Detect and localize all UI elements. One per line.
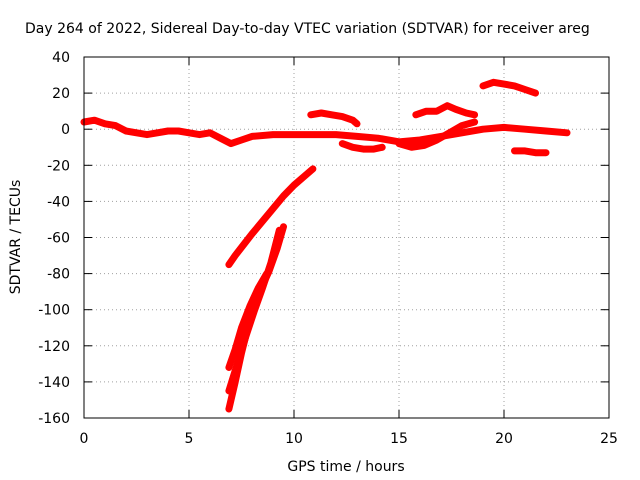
plot-frame: [83, 56, 610, 419]
x-tick-label: 10: [285, 431, 303, 447]
x-tick-label: 25: [600, 431, 618, 447]
y-tick-label: -60: [47, 231, 70, 247]
series-arc-16-18: [412, 102, 479, 119]
y-tick-label: -100: [38, 303, 70, 319]
y-tick-label: -120: [38, 339, 70, 355]
series-steep-c: [225, 270, 271, 371]
y-tick-label: 40: [52, 50, 70, 66]
x-tick-label: 5: [185, 431, 194, 447]
series-arc-20-22: [511, 147, 550, 157]
y-tick-label: -20: [47, 158, 70, 174]
chart-title: Day 264 of 2022, Sidereal Day-to-day VTE…: [25, 21, 590, 37]
y-tick-label: -80: [47, 267, 70, 283]
y-axis-label: SDTVAR / TECUs: [8, 180, 24, 295]
x-tick-label: 15: [390, 431, 408, 447]
y-tick-label: 0: [61, 122, 70, 138]
axis-ticks: 0 5 10 15 20 25 40 20 0 -20 -40 -60 -80 -100 -120 -140 -…: [38, 50, 618, 447]
series-arc-15-19: [395, 118, 479, 151]
x-axis-label: GPS time / hours: [287, 459, 404, 475]
data-series: [80, 78, 571, 413]
x-tick-label: 20: [495, 431, 513, 447]
y-tick-label: -140: [38, 375, 70, 391]
x-tick-label: 0: [80, 431, 89, 447]
y-tick-label: -160: [38, 411, 70, 427]
series-steep-rise: [225, 165, 317, 269]
y-tick-label: 20: [52, 86, 70, 102]
grid: [84, 57, 609, 418]
y-tick-label: -40: [47, 194, 70, 210]
series-arc-12-14: [338, 140, 386, 153]
series-arc-11-13: [307, 109, 361, 128]
series-arc-19-21: [479, 78, 539, 97]
series-main-band: [80, 116, 571, 148]
series-steep-b: [225, 226, 283, 395]
